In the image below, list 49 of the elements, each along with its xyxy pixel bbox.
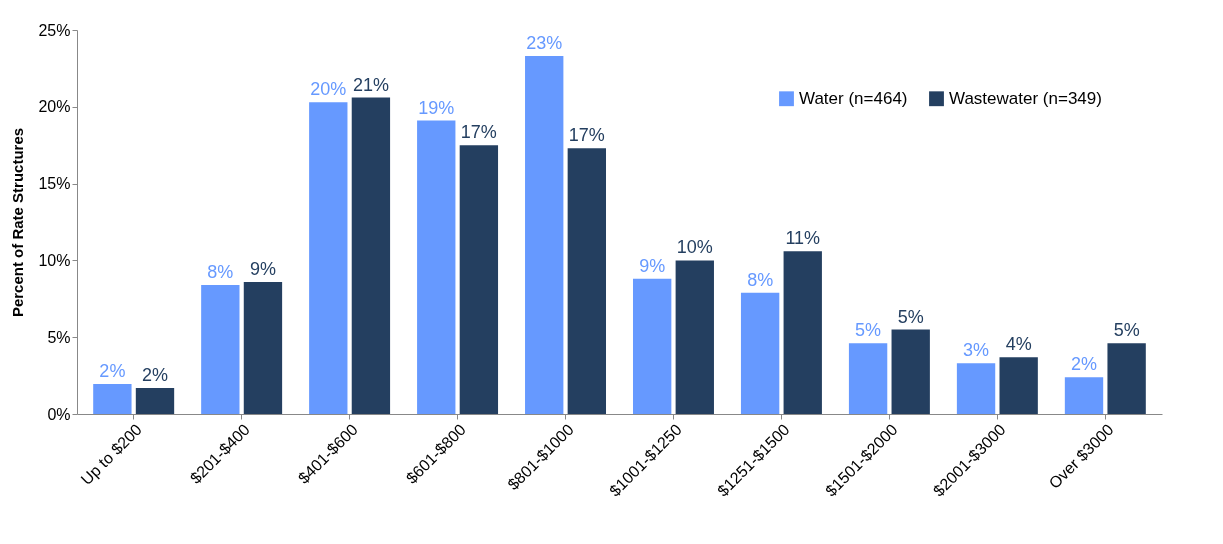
- data-label: 17%: [568, 125, 605, 146]
- bar: [351, 97, 391, 414]
- bar: [201, 284, 240, 414]
- bar: [459, 145, 499, 414]
- bar: [956, 363, 996, 414]
- data-label: 8%: [207, 261, 234, 282]
- bar: [999, 357, 1038, 414]
- bar: [309, 102, 348, 414]
- bar: [740, 292, 780, 414]
- data-label: 5%: [897, 306, 924, 327]
- data-label: 19%: [418, 97, 455, 118]
- bar: [135, 387, 175, 414]
- data-label: 2%: [1071, 354, 1098, 375]
- data-label: 17%: [460, 122, 497, 143]
- data-label: 4%: [1005, 334, 1032, 355]
- legend-label: Wastewater (n=349): [949, 88, 1102, 108]
- y-tick-label: 0%: [47, 405, 71, 423]
- data-label: 2%: [141, 364, 168, 385]
- bar: [1107, 343, 1146, 414]
- y-tick-label: 10%: [38, 251, 71, 269]
- data-label: 9%: [639, 255, 666, 276]
- y-axis-title: Percent of Rate Structures: [9, 127, 27, 318]
- data-label: 5%: [1113, 320, 1140, 341]
- data-label: 3%: [963, 340, 990, 361]
- bar: [783, 251, 822, 414]
- bar: [417, 120, 456, 414]
- data-label: 20%: [310, 79, 347, 100]
- y-tick-label: 5%: [47, 328, 71, 346]
- data-label: 23%: [526, 33, 563, 54]
- bar: [891, 329, 930, 414]
- data-label: 8%: [747, 269, 774, 290]
- y-tick-label: 20%: [38, 98, 71, 116]
- bar: [633, 278, 672, 414]
- data-label: 5%: [855, 320, 882, 341]
- bar: [675, 260, 714, 414]
- y-tick-label: 25%: [38, 21, 71, 39]
- data-label: 10%: [676, 237, 713, 258]
- bar: [567, 148, 606, 414]
- data-label: 11%: [785, 228, 821, 249]
- data-label: 2%: [99, 361, 126, 382]
- legend-label: Water (n=464): [799, 88, 908, 108]
- bar: [525, 56, 564, 414]
- bar: [848, 343, 888, 414]
- bar: [243, 281, 283, 414]
- bar: [93, 384, 132, 414]
- bar: [1064, 377, 1104, 414]
- y-tick-label: 15%: [38, 175, 71, 193]
- data-label: 21%: [352, 74, 389, 95]
- data-label: 9%: [249, 258, 276, 279]
